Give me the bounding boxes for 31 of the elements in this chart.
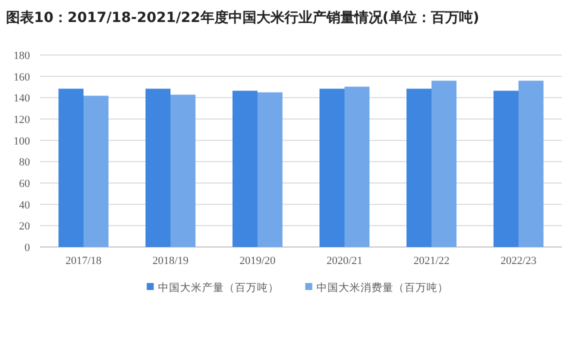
bar — [494, 90, 518, 247]
legend-label: 中国大米产量（百万吨） — [158, 281, 279, 294]
x-tick-label: 2022/23 — [500, 255, 538, 267]
y-tick-label: 100 — [14, 135, 30, 148]
bar — [258, 92, 282, 247]
y-tick-label: 180 — [14, 50, 30, 62]
y-tick-label: 0 — [24, 242, 30, 254]
bar — [406, 88, 432, 247]
chart-title: 图表10：2017/18-2021/22年度中国大米行业产销量情况(单位：百万吨) — [6, 9, 480, 26]
x-tick-label: 2021/22 — [413, 255, 450, 267]
bar — [432, 80, 456, 247]
bar — [84, 96, 108, 247]
x-tick-label: 2018/19 — [152, 255, 190, 267]
y-tick-label: 120 — [14, 114, 30, 126]
x-tick-label: 2017/18 — [65, 255, 102, 267]
y-tick-label: 140 — [14, 92, 30, 105]
y-tick-label: 80 — [19, 156, 30, 169]
y-tick-label: 160 — [14, 71, 30, 84]
legend-label: 中国大米消费量（百万吨） — [316, 281, 448, 294]
bar — [146, 88, 170, 247]
bar — [232, 90, 258, 247]
bar — [320, 88, 344, 247]
y-tick-label: 60 — [19, 178, 30, 190]
bar — [518, 80, 544, 247]
bar — [344, 86, 370, 247]
x-tick-label: 2020/21 — [326, 255, 363, 267]
y-tick-label: 20 — [19, 220, 30, 233]
bar — [170, 94, 196, 247]
bar — [58, 88, 84, 247]
x-tick-label: 2019/20 — [239, 255, 276, 267]
y-tick-label: 40 — [19, 199, 30, 212]
